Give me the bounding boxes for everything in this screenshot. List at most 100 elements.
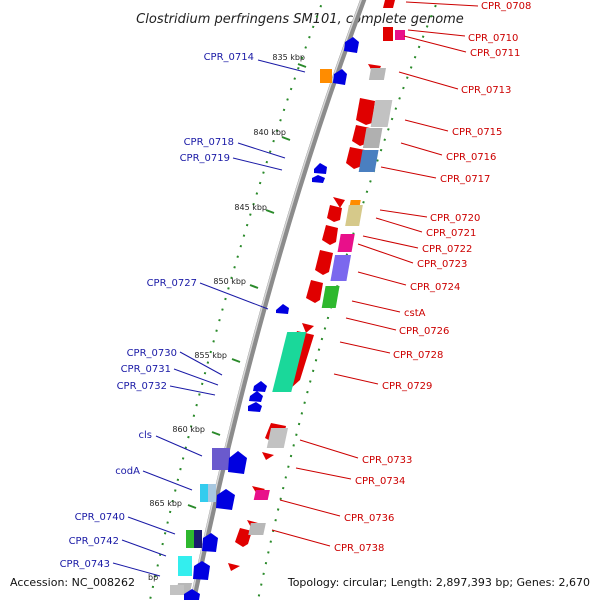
label-leader-line	[155, 435, 203, 457]
gene-block-steelblue[interactable]	[358, 150, 379, 172]
label-leader-line	[112, 562, 161, 577]
gene-label-cstA[interactable]: cstA	[404, 308, 426, 319]
forward-gene-arrow[interactable]	[306, 280, 323, 303]
forward-gene-arrow[interactable]	[315, 250, 333, 275]
forward-gene-arrow[interactable]	[383, 0, 395, 8]
gene-label-CPR_0740[interactable]: CPR_0740	[75, 512, 125, 523]
gene-block-green[interactable]	[186, 530, 194, 548]
gene-label-CPR_0731[interactable]: CPR_0731	[121, 364, 171, 375]
gene-block-pink[interactable]	[395, 30, 405, 40]
gene-label-CPR_0713[interactable]: CPR_0713	[461, 85, 511, 96]
forward-gene-arrow[interactable]	[262, 452, 274, 460]
gene-block-gray[interactable]	[370, 100, 393, 127]
reverse-gene-arrow[interactable]	[184, 589, 200, 600]
forward-gene-arrow[interactable]	[333, 197, 345, 208]
label-leader-line	[169, 385, 216, 396]
gene-block-red[interactable]	[383, 27, 393, 41]
gene-label-CPR_0733[interactable]: CPR_0733	[362, 455, 412, 466]
reverse-strand-genes	[170, 37, 359, 600]
gene-label-CPR_0722[interactable]: CPR_0722	[422, 244, 472, 255]
forward-gene-arrow[interactable]	[228, 563, 240, 571]
gene-block-gray[interactable]	[266, 428, 289, 448]
gene-block-cyan[interactable]	[178, 556, 192, 576]
kbp-label: 845 kbp	[234, 203, 267, 212]
label-leader-line	[271, 529, 331, 547]
gene-label-codA[interactable]: codA	[115, 466, 140, 477]
gene-label-CPR_0717[interactable]: CPR_0717	[440, 174, 490, 185]
label-leader-line	[257, 59, 306, 73]
gene-label-CPR_0742[interactable]: CPR_0742	[69, 536, 119, 547]
gene-label-CPR_0736[interactable]: CPR_0736	[344, 513, 394, 524]
reverse-gene-arrow[interactable]	[202, 533, 218, 552]
forward-gene-arrow[interactable]	[327, 205, 342, 222]
gene-block-orange[interactable]	[320, 69, 332, 83]
gene-label-CPR_0710[interactable]: CPR_0710	[468, 33, 518, 44]
reverse-gene-arrow[interactable]	[216, 489, 235, 510]
gene-label-CPR_0716[interactable]: CPR_0716	[446, 152, 496, 163]
reverse-gene-arrow[interactable]	[228, 451, 247, 474]
gene-label-CPR_0732[interactable]: CPR_0732	[117, 381, 167, 392]
gene-label-CPR_0729[interactable]: CPR_0729	[382, 381, 432, 392]
reverse-gene-arrow[interactable]	[344, 37, 359, 53]
gene-label-CPR_0718[interactable]: CPR_0718	[184, 137, 234, 148]
gene-block-springgreen[interactable]	[272, 332, 307, 392]
right-gene-labels: CPR_0708 CPR_0710 CPR_0711 CPR_0713 CPR_…	[271, 1, 531, 554]
bp-unit-label: bp	[148, 573, 158, 582]
reverse-gene-arrow[interactable]	[312, 175, 325, 183]
gene-block-pink[interactable]	[253, 490, 270, 500]
reverse-gene-arrow[interactable]	[193, 561, 210, 580]
accession-text: Accession: NC_008262	[10, 576, 135, 589]
forward-gene-arrow[interactable]	[356, 98, 375, 125]
gene-label-CPR_0727[interactable]: CPR_0727	[147, 278, 197, 289]
gene-label-CPR_0726[interactable]: CPR_0726	[399, 326, 449, 337]
kbp-tick	[249, 284, 259, 289]
label-leader-line	[375, 217, 423, 233]
label-leader-line	[362, 235, 419, 249]
reverse-gene-arrow[interactable]	[248, 402, 262, 412]
label-leader-line	[400, 142, 443, 156]
gene-block-pink[interactable]	[337, 234, 355, 252]
gene-block-darkblue[interactable]	[194, 530, 202, 548]
gene-block-purple[interactable]	[330, 255, 352, 281]
forward-gene-arrow[interactable]	[235, 528, 252, 547]
gene-label-CPR_0708[interactable]: CPR_0708	[481, 1, 531, 12]
reverse-gene-arrow[interactable]	[253, 381, 267, 392]
gene-label-CPR_0720[interactable]: CPR_0720	[430, 213, 480, 224]
gene-label-CPR_0730[interactable]: CPR_0730	[127, 348, 177, 359]
gene-label-CPR_0738[interactable]: CPR_0738	[334, 543, 384, 554]
gene-block-gray[interactable]	[362, 128, 383, 148]
reverse-gene-arrow[interactable]	[249, 391, 263, 402]
forward-gene-arrow[interactable]	[322, 225, 338, 245]
gene-block-green[interactable]	[321, 286, 340, 308]
gene-block-khaki[interactable]	[345, 205, 363, 226]
label-leader-line	[142, 470, 193, 491]
gene-label-cls[interactable]: cls	[139, 430, 153, 441]
gene-label-CPR_0728[interactable]: CPR_0728	[393, 350, 443, 361]
reverse-gene-arrow[interactable]	[333, 69, 347, 85]
reverse-gene-arrow[interactable]	[276, 304, 289, 314]
label-leader-line	[237, 142, 286, 159]
gene-block-lightsteel[interactable]	[208, 484, 216, 502]
gene-label-CPR_0724[interactable]: CPR_0724	[410, 282, 460, 293]
gene-label-CPR_0721[interactable]: CPR_0721	[426, 228, 476, 239]
gene-block-gray[interactable]	[248, 523, 266, 535]
gene-label-CPR_0715[interactable]: CPR_0715	[452, 127, 502, 138]
forward-gene-arrow[interactable]	[302, 323, 314, 333]
gene-block-orange[interactable]	[349, 200, 361, 205]
left-gene-labels: CPR_0714 CPR_0718 CPR_0719 CPR_0727 CPR_…	[60, 52, 306, 577]
gene-block-slateblue[interactable]	[212, 448, 230, 470]
gene-block-gray[interactable]	[368, 68, 387, 80]
gene-block-gray[interactable]	[170, 585, 184, 595]
gene-label-CPR_0723[interactable]: CPR_0723	[417, 259, 467, 270]
kbp-tick	[231, 358, 241, 363]
outer-dotted-track	[257, 0, 440, 600]
reverse-gene-arrow[interactable]	[314, 163, 327, 174]
gene-label-CPR_0734[interactable]: CPR_0734	[355, 476, 405, 487]
gene-label-CPR_0743[interactable]: CPR_0743	[60, 559, 110, 570]
kbp-tick	[265, 209, 275, 214]
gene-label-CPR_0711[interactable]: CPR_0711	[470, 48, 520, 59]
gene-label-CPR_0719[interactable]: CPR_0719	[180, 153, 230, 164]
label-leader-line	[199, 282, 269, 310]
gene-label-CPR_0714[interactable]: CPR_0714	[204, 52, 254, 63]
